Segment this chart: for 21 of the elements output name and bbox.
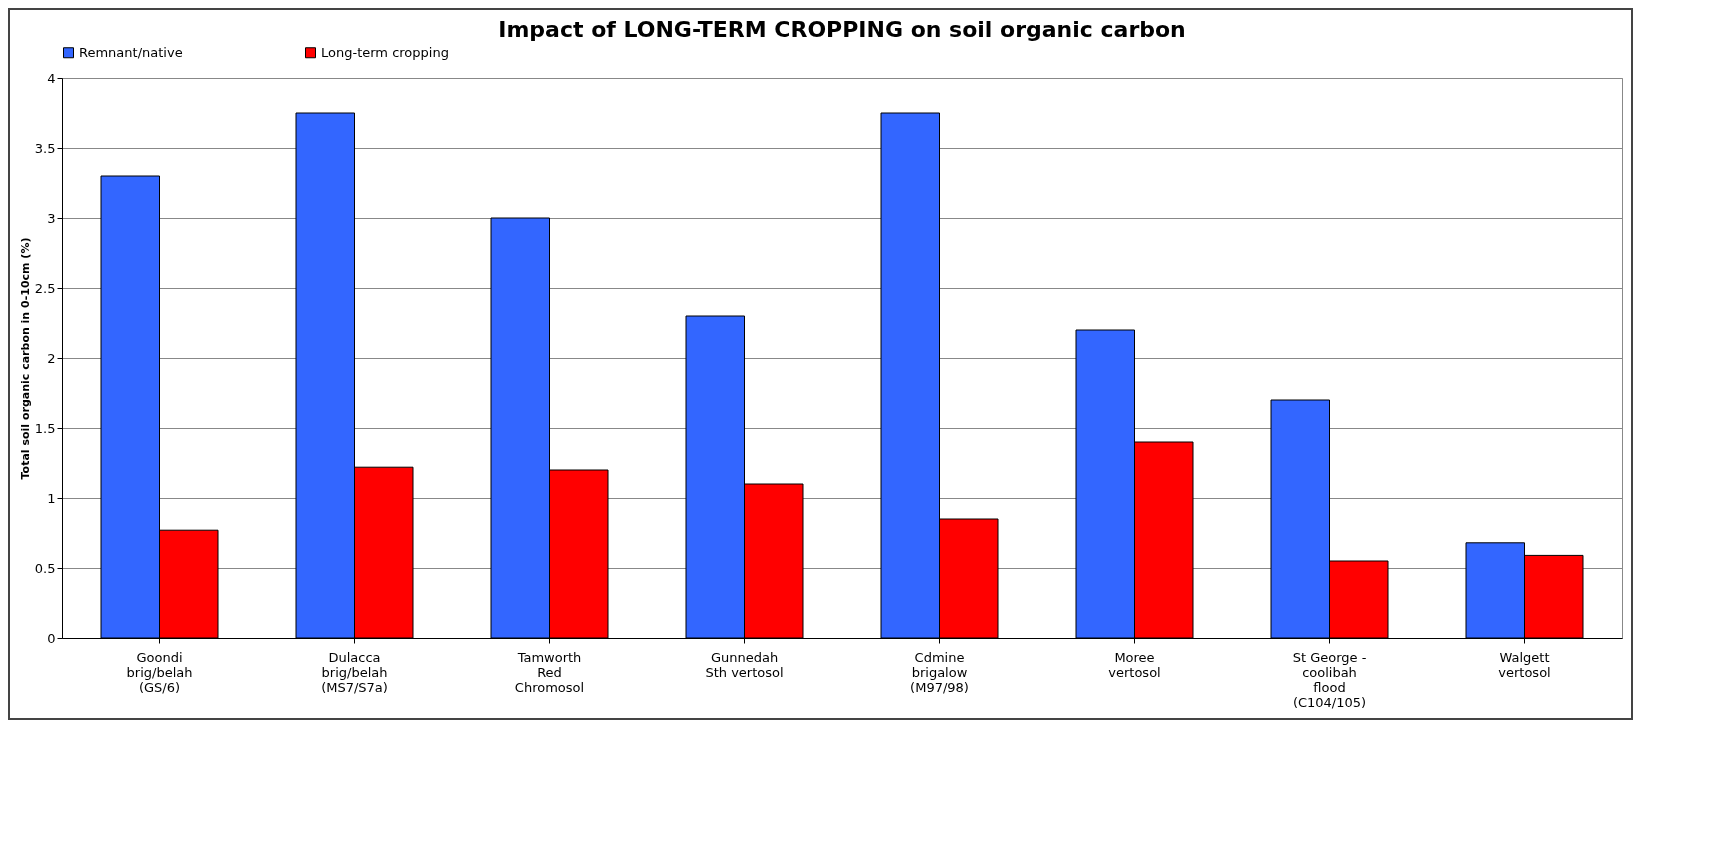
x-tick-label: Dulacca brig/belah (MS7/S7a) bbox=[321, 649, 388, 695]
y-tick-label: 0 bbox=[47, 630, 56, 646]
x-tick-label: St George - coolibah flood (C104/105) bbox=[1292, 649, 1367, 710]
legend-label: Long-term cropping bbox=[321, 44, 449, 60]
x-tick-label: Goondi brig/belah (GS/6) bbox=[126, 649, 193, 695]
legend-label: Remnant/native bbox=[79, 44, 183, 60]
x-tick-label: Tamworth Red Chromosol bbox=[514, 649, 585, 695]
y-axis-title: Total soil organic carbon in 0-10cm (%) bbox=[18, 237, 32, 480]
y-tick-label: 1 bbox=[47, 490, 56, 506]
y-tick-label: 2 bbox=[47, 350, 56, 366]
x-tick-label: Moree vertosol bbox=[1108, 649, 1161, 680]
x-tick-label: Cdmine brigalow (M97/98) bbox=[910, 649, 969, 695]
y-tick-label: 2.5 bbox=[34, 280, 56, 296]
y-tick-label: 3.5 bbox=[34, 140, 56, 156]
y-tick-label: 1.5 bbox=[34, 420, 56, 436]
y-tick-label: 3 bbox=[47, 210, 56, 226]
y-tick-label: 0.5 bbox=[34, 560, 56, 576]
chart-title: Impact of LONG-TERM CROPPING on soil organic carbon bbox=[498, 17, 1186, 42]
x-tick-label: Gunnedah Sth vertosol bbox=[705, 649, 784, 680]
x-tick-label: Walgett vertosol bbox=[1498, 649, 1551, 680]
y-tick-label: 4 bbox=[47, 70, 56, 86]
